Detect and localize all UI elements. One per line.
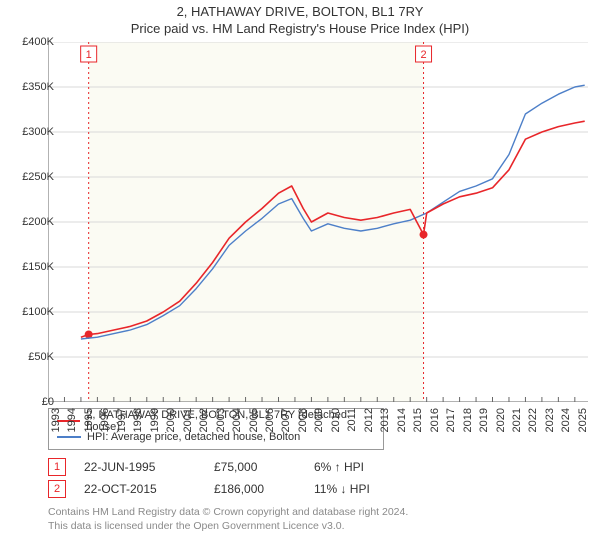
y-tick-label: £350K <box>22 81 54 93</box>
x-tick-label: 2024 <box>560 408 572 438</box>
x-tick-label: 2015 <box>412 408 424 438</box>
sale-row: 1 22-JUN-1995 £75,000 6% ↑ HPI <box>48 456 588 478</box>
sale-date: 22-OCT-2015 <box>84 482 214 496</box>
x-tick-label: 2025 <box>577 408 589 438</box>
x-tick-label: 2009 <box>313 408 325 438</box>
x-tick-label: 2007 <box>280 408 292 438</box>
y-tick-label: £200K <box>22 216 54 228</box>
x-tick-label: 2019 <box>478 408 490 438</box>
x-tick-label: 2002 <box>198 408 210 438</box>
x-tick-label: 2023 <box>544 408 556 438</box>
y-tick-label: £250K <box>22 171 54 183</box>
x-tick-label: 2010 <box>330 408 342 438</box>
sale-delta: 11% ↓ HPI <box>314 482 370 496</box>
x-tick-label: 1998 <box>132 408 144 438</box>
footer: Contains HM Land Registry data © Crown c… <box>48 506 588 533</box>
title-subtitle: Price paid vs. HM Land Registry's House … <box>0 21 600 36</box>
x-tick-label: 2021 <box>511 408 523 438</box>
x-tick-label: 1995 <box>83 408 95 438</box>
sale-marker-box: 2 <box>48 480 66 498</box>
x-tick-label: 2011 <box>346 408 358 438</box>
sale-delta: 6% ↑ HPI <box>314 460 364 474</box>
x-tick-label: 1993 <box>50 408 62 438</box>
x-tick-label: 2013 <box>379 408 391 438</box>
x-tick-label: 2022 <box>527 408 539 438</box>
y-tick-label: £400K <box>22 36 54 48</box>
sale-date: 22-JUN-1995 <box>84 460 214 474</box>
x-tick-label: 2014 <box>396 408 408 438</box>
x-tick-label: 2000 <box>165 408 177 438</box>
footer-line: Contains HM Land Registry data © Crown c… <box>48 506 588 520</box>
title-address: 2, HATHAWAY DRIVE, BOLTON, BL1 7RY <box>0 4 600 19</box>
sale-row: 2 22-OCT-2015 £186,000 11% ↓ HPI <box>48 478 588 500</box>
x-tick-label: 2017 <box>445 408 457 438</box>
y-tick-label: £300K <box>22 126 54 138</box>
x-tick-label: 2018 <box>462 408 474 438</box>
svg-text:2: 2 <box>420 49 426 61</box>
x-tick-label: 1997 <box>116 408 128 438</box>
sale-price: £186,000 <box>214 482 314 496</box>
sale-marker-box: 1 <box>48 458 66 476</box>
x-tick-label: 2006 <box>264 408 276 438</box>
x-tick-label: 2020 <box>495 408 507 438</box>
x-tick-label: 2012 <box>363 408 375 438</box>
sale-price: £75,000 <box>214 460 314 474</box>
x-tick-label: 2008 <box>297 408 309 438</box>
y-tick-label: £0 <box>42 396 54 408</box>
svg-text:1: 1 <box>86 49 92 61</box>
x-tick-label: 1996 <box>99 408 111 438</box>
y-tick-label: £150K <box>22 261 54 273</box>
x-tick-label: 1994 <box>66 408 78 438</box>
x-tick-label: 2016 <box>429 408 441 438</box>
x-tick-label: 2003 <box>215 408 227 438</box>
x-tick-label: 2005 <box>248 408 260 438</box>
y-tick-label: £100K <box>22 306 54 318</box>
x-tick-label: 2004 <box>231 408 243 438</box>
sales-list: 1 22-JUN-1995 £75,000 6% ↑ HPI 2 22-OCT-… <box>48 456 588 500</box>
x-tick-label: 1999 <box>149 408 161 438</box>
price-chart: 12 <box>48 42 588 402</box>
footer-line: This data is licensed under the Open Gov… <box>48 520 588 534</box>
y-tick-label: £50K <box>28 351 54 363</box>
x-tick-label: 2001 <box>182 408 194 438</box>
